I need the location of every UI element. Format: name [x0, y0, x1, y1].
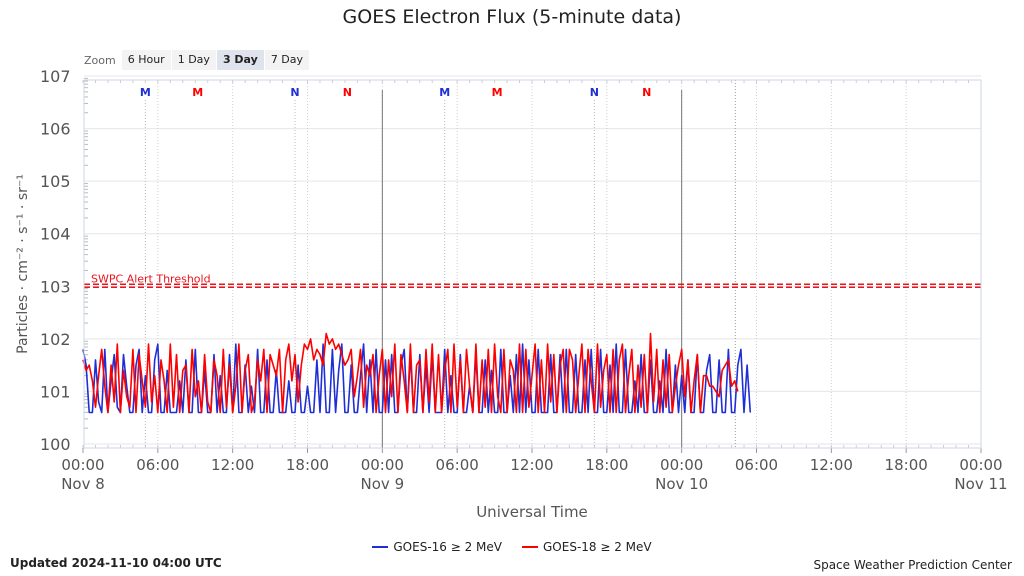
zoom-7-day-button[interactable]: 7 Day [264, 50, 310, 70]
x-tick-date-label: Nov 10 [655, 475, 708, 493]
x-tick-label: 06:00 [436, 456, 479, 474]
satellite-marker: M [492, 86, 503, 99]
y-tick-label: 101 [40, 382, 71, 401]
x-tick-label: 18:00 [286, 456, 329, 474]
legend-item-goes16[interactable]: GOES-16 ≥ 2 MeV [372, 540, 502, 554]
x-tick-label: 12:00 [810, 456, 853, 474]
satellite-marker: N [290, 86, 299, 99]
x-tick-label: 12:00 [211, 456, 254, 474]
credit-label: Space Weather Prediction Center [813, 558, 1012, 572]
x-tick-label: 00:00 [959, 456, 1002, 474]
satellite-marker: N [590, 86, 599, 99]
satellite-marker: M [439, 86, 450, 99]
x-tick-label: 06:00 [735, 456, 778, 474]
zoom-1-day-button[interactable]: 1 Day [171, 50, 216, 70]
satellite-marker: N [642, 86, 651, 99]
legend-swatch-goes18 [522, 546, 538, 548]
zoom-selector: Zoom 6 Hour 1 Day 3 Day 7 Day [84, 50, 310, 70]
x-tick-label: 18:00 [585, 456, 628, 474]
alert-threshold: SWPC Alert Threshold [84, 272, 981, 289]
chart-title: GOES Electron Flux (5-minute data) [342, 6, 682, 28]
x-tick-label: 00:00 [61, 456, 104, 474]
x-tick-label: 18:00 [885, 456, 928, 474]
satellite-marker: M [140, 86, 151, 99]
zoom-label: Zoom [84, 53, 116, 67]
x-tick-label: 00:00 [660, 456, 703, 474]
x-tick-label: 06:00 [136, 456, 179, 474]
threshold-label: SWPC Alert Threshold [91, 272, 211, 285]
zoom-3-day-button[interactable]: 3 Day [216, 50, 264, 70]
updated-timestamp: Updated 2024-11-10 04:00 UTC [10, 556, 222, 570]
x-tick-date-label: Nov 9 [361, 475, 405, 493]
y-tick-label: 103 [40, 277, 71, 296]
x-tick-label: 00:00 [361, 456, 404, 474]
legend-swatch-goes16 [372, 546, 389, 548]
legend-label-goes18: GOES-18 ≥ 2 MeV [543, 540, 652, 554]
x-tick-label: 12:00 [510, 456, 553, 474]
x-tick-date-label: Nov 8 [61, 475, 105, 493]
chart-legend: GOES-16 ≥ 2 MeV GOES-18 ≥ 2 MeV [0, 540, 1024, 554]
y-axis-title: Particles · cm⁻² · s⁻¹ · sr⁻¹ [15, 174, 31, 354]
legend-label-goes16: GOES-16 ≥ 2 MeV [393, 540, 502, 554]
satellite-marker: N [343, 86, 352, 99]
y-tick-label: 100 [40, 435, 71, 454]
series-line-goes18 [82, 332, 739, 414]
x-axis-title: Universal Time [476, 503, 588, 521]
x-tick-date-label: Nov 11 [954, 475, 1007, 493]
y-tick-label: 107 [40, 67, 71, 86]
zoom-6-hour-button[interactable]: 6 Hour [121, 50, 171, 70]
y-tick-label: 102 [40, 330, 71, 349]
grid [82, 75, 982, 448]
y-tick-label: 106 [40, 120, 71, 139]
y-tick-label: 105 [40, 172, 71, 191]
y-tick-label: 104 [40, 225, 71, 244]
plot-area-border [83, 79, 982, 449]
data-series [82, 332, 752, 414]
satellite-marker: M [192, 86, 203, 99]
legend-item-goes18[interactable]: GOES-18 ≥ 2 MeV [522, 540, 652, 554]
